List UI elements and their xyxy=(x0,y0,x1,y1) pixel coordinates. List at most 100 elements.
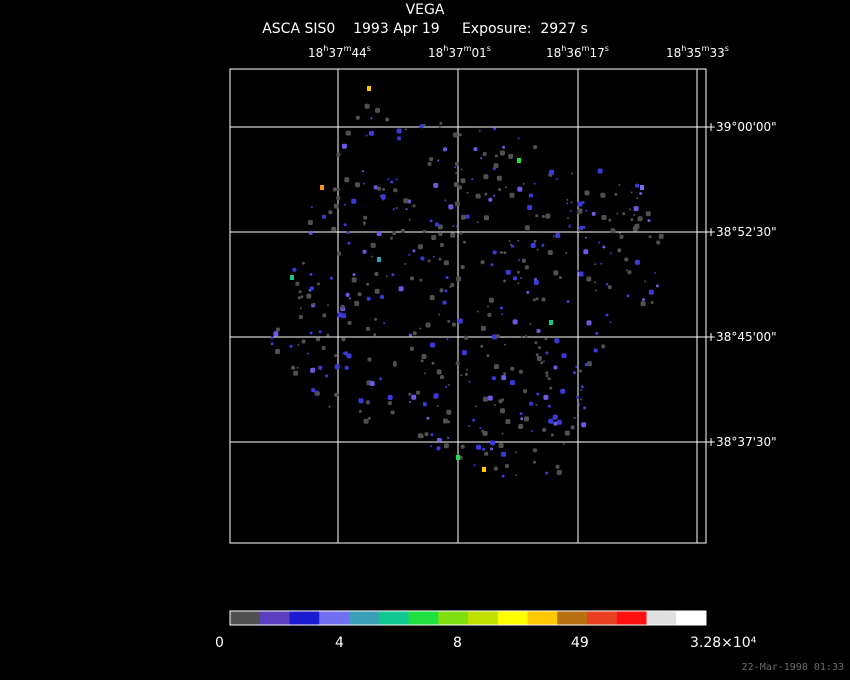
photon-event xyxy=(395,178,398,181)
photon-event xyxy=(562,442,565,445)
photon-event xyxy=(501,375,507,381)
photon-event xyxy=(575,365,578,368)
photon-event xyxy=(322,214,327,219)
photon-event xyxy=(645,211,651,217)
photon-event xyxy=(400,228,405,233)
photon-event xyxy=(495,334,500,339)
photon-event xyxy=(408,333,412,337)
photon-event xyxy=(301,261,305,265)
photon-event xyxy=(583,249,589,255)
photon-event xyxy=(358,409,362,413)
photon-event xyxy=(447,420,451,424)
photon-event xyxy=(292,267,297,272)
photon-event xyxy=(476,444,481,450)
photon-event xyxy=(453,132,459,138)
photon-event xyxy=(545,351,549,355)
photon-event xyxy=(408,218,411,221)
photon-event xyxy=(584,363,588,367)
photon-event xyxy=(579,369,583,373)
bright-event xyxy=(367,86,371,91)
photon-event xyxy=(454,201,460,207)
dec-label-3: +38°45'00" xyxy=(706,330,777,344)
photon-event xyxy=(541,215,545,218)
colorbar-swatch xyxy=(438,611,469,625)
photon-event xyxy=(566,198,569,201)
photon-event xyxy=(417,244,423,250)
photon-event xyxy=(416,390,420,395)
photon-event xyxy=(480,344,484,348)
photon-event xyxy=(443,443,449,449)
bright-event xyxy=(482,467,486,472)
photon-event xyxy=(295,281,300,286)
photon-event xyxy=(517,282,520,285)
photon-event xyxy=(566,300,570,304)
observation-date: 1993 Apr 19 xyxy=(353,21,440,37)
photon-event xyxy=(300,295,304,299)
photon-event xyxy=(570,425,575,430)
photon-event xyxy=(337,251,341,256)
photon-event xyxy=(516,270,520,274)
photon-event xyxy=(405,208,408,211)
photon-event xyxy=(560,388,566,394)
photon-event xyxy=(553,270,559,276)
colorbar-label-1: 0 xyxy=(215,635,224,651)
photon-event xyxy=(379,377,383,381)
photon-event xyxy=(455,361,460,366)
photon-event xyxy=(344,177,350,183)
photon-event xyxy=(443,260,449,266)
photon-event xyxy=(364,103,370,109)
instrument-label: ASCA SIS0 xyxy=(262,21,336,37)
photon-event xyxy=(609,321,612,324)
photon-event xyxy=(518,369,523,374)
photon-event xyxy=(354,301,360,306)
photon-event xyxy=(533,448,537,453)
photon-event xyxy=(351,198,357,204)
photon-event xyxy=(447,383,450,386)
photon-event xyxy=(453,182,459,187)
photon-event xyxy=(576,270,579,273)
photon-event xyxy=(545,374,549,378)
photon-event xyxy=(370,242,376,248)
photon-event xyxy=(564,430,570,436)
photon-event xyxy=(445,276,449,279)
exposure-value: 2927 s xyxy=(540,21,588,37)
photon-event xyxy=(382,187,386,191)
photon-event xyxy=(307,352,309,355)
photon-event xyxy=(369,381,375,386)
photon-event xyxy=(509,243,512,246)
photon-event xyxy=(510,244,514,248)
photon-event xyxy=(343,223,347,227)
photon-event xyxy=(306,293,312,299)
photon-event xyxy=(479,427,482,430)
exposure-label: Exposure: xyxy=(461,21,532,37)
photon-event xyxy=(644,280,647,283)
colorbar-label-3: 8 xyxy=(453,635,462,651)
colorbar-swatch xyxy=(349,611,380,625)
photon-event xyxy=(333,187,337,192)
photon-event xyxy=(499,251,503,254)
photon-event xyxy=(419,327,422,330)
photon-event xyxy=(361,170,364,173)
photon-event xyxy=(600,262,603,265)
photon-event xyxy=(429,157,434,162)
photon-event xyxy=(517,239,520,242)
photon-event xyxy=(487,312,492,317)
photon-event xyxy=(374,288,380,294)
photon-event xyxy=(336,196,341,200)
photon-event xyxy=(633,213,636,216)
timestamp: 22-Mar-1998 01:33 xyxy=(741,662,844,673)
photon-event xyxy=(289,344,293,348)
photon-event xyxy=(468,425,471,427)
photon-event xyxy=(436,405,439,407)
photon-event xyxy=(345,130,351,136)
photon-event xyxy=(474,405,477,408)
photon-event xyxy=(316,337,320,342)
photon-event xyxy=(576,395,580,399)
photon-event xyxy=(518,259,521,262)
photon-event xyxy=(533,182,536,185)
photon-event xyxy=(456,277,461,282)
photon-event xyxy=(482,153,485,156)
photon-event xyxy=(522,182,525,185)
photon-event xyxy=(591,211,596,216)
photon-event xyxy=(318,330,322,334)
